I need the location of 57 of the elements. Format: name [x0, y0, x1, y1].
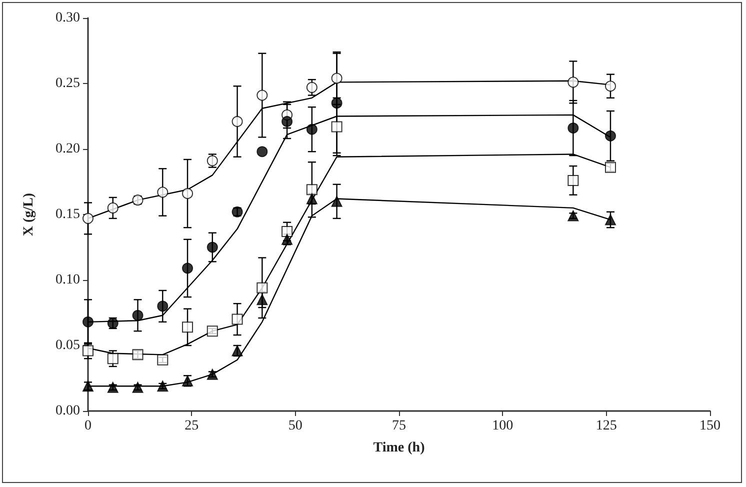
point — [256, 282, 268, 294]
point — [306, 124, 318, 135]
x-tick-label: 25 — [184, 418, 199, 434]
point — [107, 202, 118, 214]
point — [182, 188, 194, 200]
point — [331, 98, 342, 109]
y-tick-label: 0.20 — [56, 142, 80, 156]
point — [306, 82, 318, 93]
point — [232, 116, 243, 127]
point — [282, 226, 293, 238]
point — [157, 300, 168, 312]
y-tick-label: 0.05 — [56, 338, 80, 353]
point — [568, 76, 579, 88]
point — [604, 130, 616, 142]
point — [331, 196, 342, 207]
point — [82, 212, 94, 224]
y-tick-label: 0.15 — [56, 207, 80, 222]
point — [568, 174, 579, 186]
point — [256, 294, 268, 306]
point — [568, 122, 579, 134]
point — [82, 345, 94, 356]
y-tick-label: 0.10 — [56, 272, 80, 288]
y-tick-label: 0.00 — [56, 404, 80, 418]
point — [82, 316, 94, 328]
point — [182, 262, 194, 274]
point — [206, 242, 218, 253]
point — [132, 310, 144, 321]
point — [107, 382, 118, 393]
y-tick-label: 0.25 — [56, 76, 80, 91]
point — [331, 121, 342, 132]
point — [604, 214, 616, 226]
x-tick-label: 100 — [492, 418, 514, 434]
point — [604, 80, 616, 92]
point — [331, 72, 342, 84]
point — [132, 382, 144, 393]
point — [82, 380, 94, 392]
point — [232, 314, 243, 325]
point — [256, 90, 268, 101]
point — [157, 380, 168, 392]
point — [256, 146, 268, 158]
y-tick-label: 0.30 — [56, 10, 80, 26]
point — [282, 116, 293, 127]
x-tick-label: 0 — [84, 418, 92, 434]
x-tick-label: 125 — [596, 418, 617, 434]
point — [306, 184, 318, 196]
x-tick-label: 150 — [700, 418, 720, 434]
x-tick-label: 75 — [392, 418, 406, 434]
point — [157, 186, 168, 198]
point — [206, 368, 218, 380]
x-tick-label: 50 — [288, 418, 302, 434]
point — [568, 210, 579, 222]
x-axis-title: Time (h) — [373, 440, 426, 456]
point — [107, 353, 118, 364]
point — [182, 322, 194, 333]
point — [157, 354, 168, 366]
point — [206, 326, 218, 337]
y-axis-title: X (g/L) — [22, 192, 36, 236]
